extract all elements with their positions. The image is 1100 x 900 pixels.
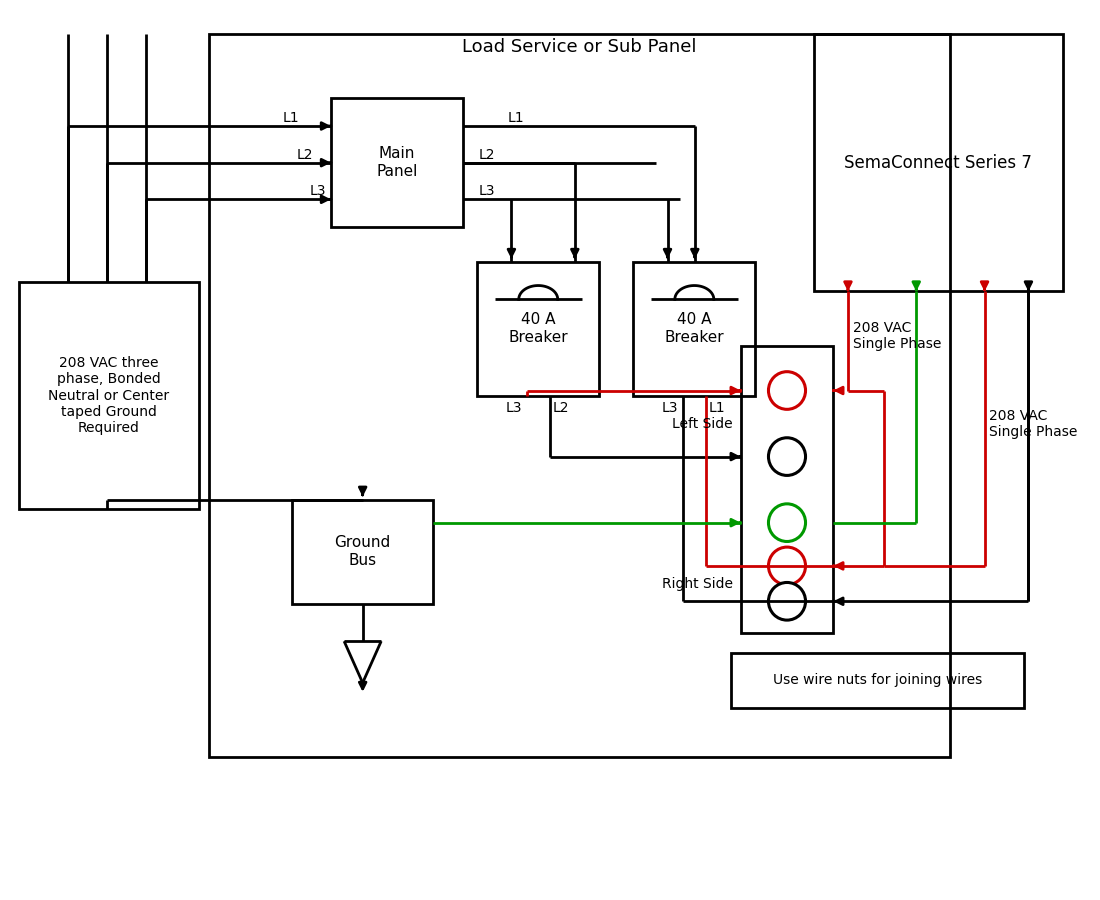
Text: L2: L2 bbox=[297, 148, 313, 162]
Text: 208 VAC three
phase, Bonded
Neutral or Center
taped Ground
Required: 208 VAC three phase, Bonded Neutral or C… bbox=[48, 356, 169, 435]
Circle shape bbox=[769, 372, 805, 410]
Text: L3: L3 bbox=[505, 401, 521, 416]
Bar bbox=[477, 262, 600, 395]
Text: L1: L1 bbox=[283, 111, 299, 125]
Text: L3: L3 bbox=[309, 184, 326, 198]
Circle shape bbox=[769, 547, 805, 585]
Circle shape bbox=[769, 582, 805, 620]
Bar bbox=[730, 653, 1024, 707]
Bar bbox=[331, 98, 463, 227]
Text: SemaConnect Series 7: SemaConnect Series 7 bbox=[845, 154, 1032, 172]
Bar bbox=[634, 262, 756, 395]
Text: L1: L1 bbox=[508, 111, 525, 125]
Text: Main
Panel: Main Panel bbox=[376, 147, 418, 179]
Circle shape bbox=[769, 437, 805, 475]
Text: 40 A
Breaker: 40 A Breaker bbox=[508, 312, 568, 345]
Text: L3: L3 bbox=[478, 184, 495, 198]
Bar bbox=[19, 282, 199, 509]
Text: L2: L2 bbox=[553, 401, 570, 416]
Text: Right Side: Right Side bbox=[662, 577, 733, 590]
Text: Ground
Bus: Ground Bus bbox=[334, 536, 390, 568]
Text: Use wire nuts for joining wires: Use wire nuts for joining wires bbox=[772, 673, 982, 688]
Text: Left Side: Left Side bbox=[672, 417, 733, 430]
Text: L1: L1 bbox=[710, 401, 726, 416]
Text: 208 VAC
Single Phase: 208 VAC Single Phase bbox=[989, 409, 1078, 439]
Text: 208 VAC
Single Phase: 208 VAC Single Phase bbox=[852, 321, 942, 351]
Bar bbox=[209, 34, 950, 757]
Bar bbox=[740, 346, 834, 634]
Text: 40 A
Breaker: 40 A Breaker bbox=[664, 312, 724, 345]
Bar bbox=[292, 500, 433, 604]
Bar bbox=[814, 34, 1063, 292]
Text: L2: L2 bbox=[478, 148, 495, 162]
Text: L3: L3 bbox=[661, 401, 678, 416]
Text: Load Service or Sub Panel: Load Service or Sub Panel bbox=[462, 38, 697, 56]
Circle shape bbox=[769, 504, 805, 542]
